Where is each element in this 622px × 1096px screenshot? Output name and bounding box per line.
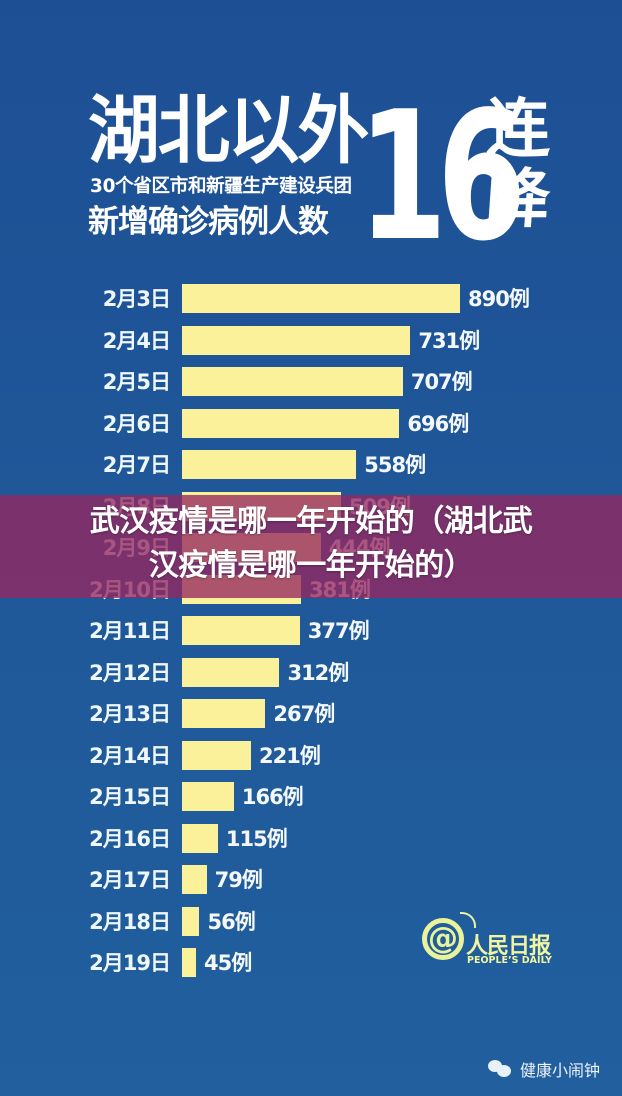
bar-category-label: 2月14日: [89, 743, 171, 768]
overlay-title-line-2: 汉疫情是哪一年开始的）: [148, 548, 474, 583]
logo-name-en: PEOPLE’S DAILY: [467, 955, 553, 966]
bar-row: 2月4日 731例: [0, 325, 622, 356]
bar-category-label: 2月13日: [89, 702, 171, 726]
bar-value-label: 115例: [225, 826, 288, 851]
bar-category-label: 2月11日: [89, 619, 171, 643]
bar-row: 2月13日 267例: [0, 699, 622, 729]
bar-category-label: 2月4日: [102, 328, 171, 353]
bar-row: 2月14日 221例: [0, 740, 622, 771]
headline-side-char-1: 连: [486, 93, 550, 167]
bar-value-label: 166例: [241, 785, 304, 809]
watermark: 健康小闹钟: [487, 1057, 600, 1081]
bar: [182, 948, 197, 977]
bar-value-label: 558例: [364, 453, 426, 477]
bar: [182, 325, 411, 355]
bar-row: 2月15日 166例: [0, 782, 622, 812]
bar: [182, 616, 300, 645]
bar-value-label: 312例: [287, 660, 349, 685]
at-icon: @: [422, 918, 464, 960]
bar: [182, 408, 400, 438]
wechat-icon: [487, 1060, 512, 1078]
signal-wave-icon: [460, 912, 476, 928]
bar-category-label: 2月18日: [89, 909, 171, 934]
bar-category-label: 2月6日: [102, 411, 171, 436]
bar-value-label: 221例: [259, 743, 321, 768]
headline-subtitle-1: 30个省区市和新疆生产建设兵团: [90, 176, 352, 197]
bar-row: 2月19日 45例: [0, 948, 622, 978]
bar-row: 2月11日 377例: [0, 616, 622, 646]
bar-category-label: 2月7日: [102, 453, 171, 477]
bar-row: 2月18日 56例: [0, 906, 622, 937]
headline-side-char-2: 降: [483, 163, 553, 237]
overlay-title: 武汉疫情是哪一年开始的（湖北武 汉疫情是哪一年开始的）: [0, 500, 622, 588]
bar: [182, 782, 234, 811]
overlay-title-line-1: 武汉疫情是哪一年开始的（湖北武: [89, 504, 533, 539]
headline-big-number: 16: [358, 73, 526, 280]
bar-row: 2月7日 558例: [0, 450, 622, 480]
bar-category-label: 2月3日: [102, 287, 171, 311]
bar-row: 2月12日 312例: [0, 657, 622, 688]
bar-value-label: 79例: [214, 868, 263, 892]
title-overlay-band: [0, 495, 622, 598]
bar: [182, 906, 200, 936]
headline-title: 湖北以外: [88, 88, 369, 174]
bar-value-label: 377例: [307, 619, 370, 643]
bar-value-label: 267例: [273, 702, 335, 726]
bar-row: 2月17日 79例: [0, 865, 622, 895]
bar-value-label: 707例: [410, 370, 473, 394]
bar-category-label: 2月15日: [89, 785, 171, 809]
bar-value-label: 56例: [207, 909, 255, 934]
bar: [182, 823, 218, 853]
bar-value-label: 45例: [204, 951, 252, 975]
bar-category-label: 2月5日: [102, 370, 171, 394]
bar: [182, 865, 207, 894]
bar: [182, 367, 403, 396]
bar: [182, 284, 460, 313]
bar: [182, 699, 266, 728]
bar-category-label: 2月12日: [89, 660, 171, 685]
logo-name-cn: 人民日报: [466, 934, 551, 959]
bar: [182, 740, 252, 770]
account-name: 健康小闹钟: [519, 1061, 600, 1080]
bar-value-label: 890例: [468, 287, 530, 311]
bar-value-label: 696例: [407, 411, 469, 436]
bar-row: 2月16日 115例: [0, 823, 622, 854]
bar-row: 2月5日 707例: [0, 367, 622, 397]
bar-row: 2月3日 890例: [0, 284, 622, 314]
bar-row: 2月6日 696例: [0, 408, 622, 439]
bar-category-label: 2月19日: [89, 951, 171, 975]
headline-subtitle-2: 新增确诊病例人数: [88, 204, 329, 240]
bar: [182, 450, 357, 479]
bar: [182, 657, 280, 687]
bar-value-label: 731例: [418, 328, 480, 353]
bar-category-label: 2月16日: [89, 826, 171, 851]
bar-category-label: 2月17日: [89, 868, 171, 892]
